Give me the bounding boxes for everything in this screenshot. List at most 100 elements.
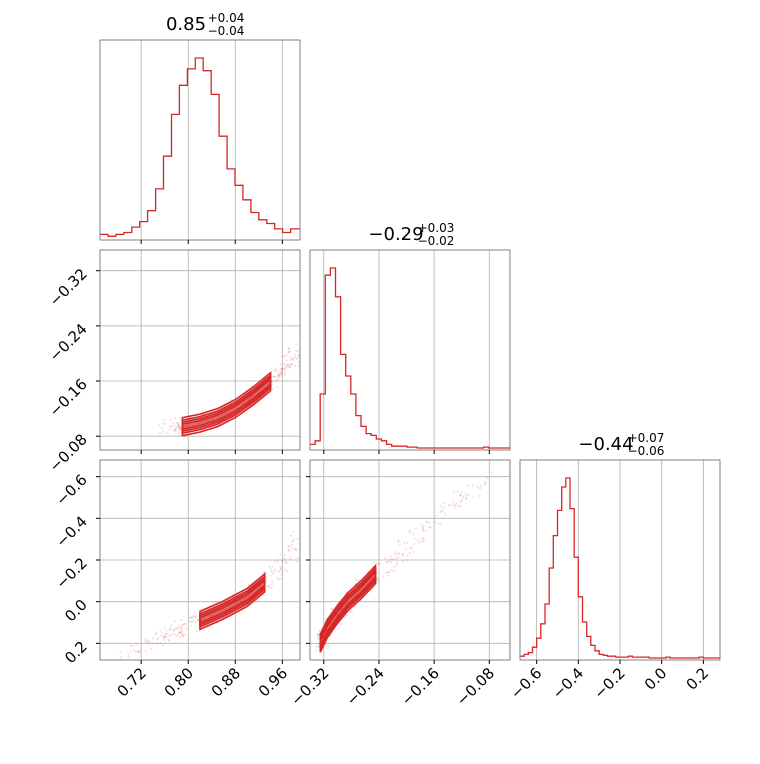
sample-point xyxy=(409,547,411,550)
sample-point xyxy=(159,431,161,434)
sample-point xyxy=(472,496,475,499)
sample-point xyxy=(294,364,297,367)
histogram-panel-1: −0.29+0.03−0.02 xyxy=(309,221,511,454)
sample-point xyxy=(442,510,445,513)
sample-point xyxy=(425,521,428,524)
sample-point xyxy=(352,595,355,598)
histogram-bin xyxy=(116,234,124,240)
sample-point xyxy=(394,551,397,554)
sample-point xyxy=(279,553,282,556)
histogram-bin xyxy=(195,58,203,240)
sample-point xyxy=(285,366,288,369)
histogram-bin xyxy=(156,189,164,240)
sample-point xyxy=(167,638,170,641)
histogram-bin xyxy=(371,435,376,450)
sample-point xyxy=(315,649,318,652)
sample-point xyxy=(397,539,400,542)
sample-point xyxy=(276,386,279,389)
sample-point xyxy=(289,366,291,368)
x-tick-label: −0.32 xyxy=(287,664,332,709)
sample-point xyxy=(179,632,182,634)
sample-point xyxy=(476,486,479,489)
sample-point xyxy=(461,499,463,502)
sample-point xyxy=(268,584,271,587)
sample-point xyxy=(171,422,174,425)
sample-point xyxy=(280,573,283,576)
sample-point xyxy=(171,632,174,635)
sample-point xyxy=(168,428,171,431)
sample-point xyxy=(454,506,457,509)
joint-content xyxy=(315,471,493,653)
joint-panel-1-2 xyxy=(309,459,511,661)
histogram-bin xyxy=(562,487,566,660)
sample-point xyxy=(274,370,277,373)
sample-point xyxy=(291,540,294,543)
sample-point xyxy=(486,477,489,479)
histogram-bins xyxy=(310,268,510,450)
sample-point xyxy=(406,554,409,557)
sample-point xyxy=(179,417,182,419)
title-upper-error: +0.03 xyxy=(418,221,455,235)
sample-point xyxy=(272,569,275,572)
histogram-line xyxy=(310,267,510,449)
sample-point xyxy=(390,561,393,564)
histogram-bin xyxy=(251,213,259,241)
sample-point xyxy=(398,544,401,547)
sample-point xyxy=(286,570,289,572)
sample-point xyxy=(165,636,168,639)
sample-point xyxy=(178,631,181,633)
sample-point xyxy=(466,484,469,487)
sample-point xyxy=(149,648,152,651)
sample-point xyxy=(330,607,333,610)
sample-point xyxy=(287,549,290,552)
histogram-bin xyxy=(291,229,300,240)
sample-point xyxy=(337,628,340,631)
sample-point xyxy=(164,635,167,637)
sample-point xyxy=(440,509,443,512)
histogram-bin xyxy=(259,220,267,240)
y-tick-label: −0.08 xyxy=(46,430,91,475)
sample-point xyxy=(271,380,274,383)
sample-point xyxy=(119,650,122,653)
sample-point xyxy=(394,557,397,560)
sample-point xyxy=(465,498,468,500)
sample-point xyxy=(179,431,182,434)
sample-point xyxy=(285,354,288,357)
sample-point xyxy=(422,530,425,532)
sample-point xyxy=(279,565,282,568)
sample-point xyxy=(284,561,287,564)
title-upper-error: +0.07 xyxy=(628,431,665,445)
sample-point xyxy=(286,545,289,548)
sample-point xyxy=(177,627,180,630)
sample-point xyxy=(129,644,132,647)
grid-lines xyxy=(100,250,300,450)
x-tick-label: −0.16 xyxy=(398,664,443,709)
sample-point xyxy=(408,529,411,532)
y-tick-label: −0.2 xyxy=(52,554,90,592)
histogram-bin xyxy=(325,275,330,450)
sample-point xyxy=(444,513,447,516)
sample-point xyxy=(361,587,364,590)
sample-point xyxy=(284,569,287,571)
sample-point xyxy=(274,568,277,571)
sample-point xyxy=(198,422,201,425)
sample-point xyxy=(283,372,286,375)
x-tick-label: −0.2 xyxy=(590,664,628,702)
sample-point xyxy=(345,614,348,617)
sample-point xyxy=(295,548,298,551)
sample-point xyxy=(127,653,130,656)
sample-point xyxy=(162,422,165,425)
sample-point xyxy=(174,427,177,430)
sample-point xyxy=(165,629,168,632)
sample-point xyxy=(284,373,286,376)
sample-point xyxy=(159,642,162,644)
sample-point xyxy=(422,537,425,540)
sample-point xyxy=(425,529,428,532)
sample-point xyxy=(277,373,280,376)
sample-point xyxy=(273,368,275,371)
grid-lines xyxy=(140,40,283,240)
sample-point xyxy=(146,640,149,643)
sample-point xyxy=(340,623,343,626)
sample-point xyxy=(406,559,409,562)
density-contour-level-3 xyxy=(181,377,272,431)
